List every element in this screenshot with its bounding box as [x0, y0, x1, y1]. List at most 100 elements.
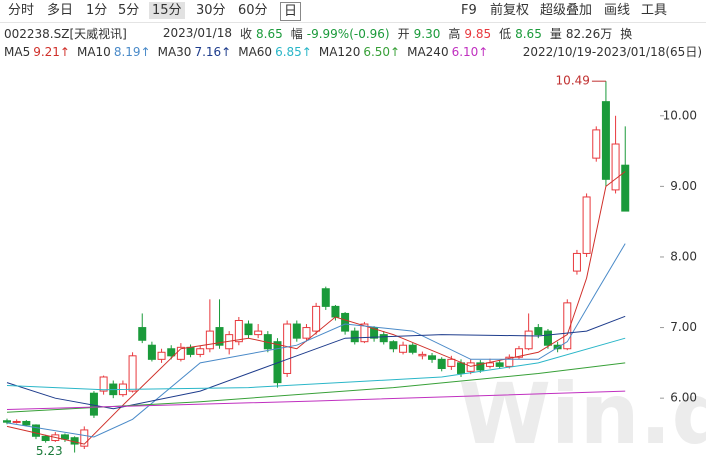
- candle-body: [312, 305, 321, 332]
- toolbar-tab[interactable]: 60分: [238, 3, 268, 18]
- quote-item: 开 9.30: [398, 25, 441, 42]
- candle-body: [186, 346, 195, 355]
- ma-line: [6, 362, 626, 413]
- candle-body: [621, 164, 630, 212]
- candle-body: [99, 376, 108, 392]
- legend-item: MA60 6.85↑: [238, 45, 312, 59]
- legend-value: 7.16↑: [194, 45, 232, 59]
- toolbar-button[interactable]: 超级叠加: [540, 3, 593, 18]
- candle-body: [12, 420, 21, 423]
- candle-body: [360, 323, 369, 343]
- toolbar-button[interactable]: 工具: [641, 3, 668, 18]
- candle-body: [273, 341, 282, 384]
- legend-item: MA240 6.10↑: [407, 45, 488, 59]
- candle-body: [244, 323, 253, 336]
- candle-body: [147, 344, 156, 360]
- candle-body: [205, 330, 214, 350]
- quote-value: 8.65: [256, 26, 283, 41]
- candle-body: [582, 196, 591, 254]
- toolbar-button[interactable]: F9: [461, 3, 477, 18]
- toolbar-tab[interactable]: 日: [280, 2, 302, 21]
- toolbar: 分时 多日 1分 5分 15分 30分 60分日 F9 前复权 超级叠加 画线 工具: [0, 0, 706, 23]
- quote-item: 幅 -9.99%(-0.96): [291, 25, 390, 42]
- candle-body: [283, 323, 292, 374]
- candle-body: [350, 330, 359, 343]
- quote-row: 002238.SZ[天威视讯] 2023/01/18 收 8.65 幅 -9.99%(-0…: [4, 24, 636, 42]
- candle-body: [418, 353, 427, 357]
- candle-body: [89, 392, 98, 416]
- legend-item: MA120 6.50↑: [319, 45, 400, 59]
- quote-item: 收 8.65: [240, 25, 283, 42]
- legend-name: MA5: [4, 45, 31, 59]
- toolbar-tab[interactable]: 多日: [47, 3, 74, 18]
- candle-body: [341, 312, 350, 332]
- quote-item: 量 82.26万: [550, 25, 612, 42]
- candle-body: [22, 420, 31, 426]
- candle-body: [157, 351, 166, 360]
- candle-body: [592, 129, 601, 159]
- legend-value: 9.21↑: [33, 45, 70, 59]
- quote-label: 量: [549, 26, 562, 41]
- candle-body: [611, 143, 620, 191]
- legend-name: MA30: [157, 45, 192, 59]
- quote-label: 收: [240, 26, 253, 41]
- candle-body: [572, 252, 581, 272]
- max-label: 10.49: [556, 74, 590, 88]
- legend-item: MA10 8.19↑: [77, 45, 151, 59]
- legend-name: MA60: [238, 45, 273, 59]
- toolbar-button[interactable]: 画线: [604, 3, 631, 18]
- candle-body: [389, 341, 398, 350]
- candle-body: [543, 330, 552, 346]
- quote-item: 换: [620, 25, 636, 42]
- min-label: 5.23: [36, 444, 63, 458]
- legend-name: MA10: [76, 45, 111, 59]
- candle-body: [428, 355, 437, 360]
- candle-body: [60, 434, 69, 440]
- candle-body: [128, 355, 137, 392]
- range-label: 2022/10/19-2023/01/18(65日): [522, 45, 702, 59]
- candle-body: [196, 348, 205, 355]
- candle-body: [167, 348, 176, 357]
- legend-item: MA5 9.21↑: [4, 45, 70, 59]
- candle-body: [553, 344, 562, 350]
- y-tick-label: 6.00: [670, 391, 697, 405]
- legend-name: MA120: [318, 45, 361, 59]
- candle-body: [302, 327, 311, 339]
- quote-item: 低 8.65: [499, 25, 542, 42]
- candle-body: [254, 330, 263, 336]
- candle-body: [524, 330, 533, 350]
- legend-value: 8.19↑: [113, 45, 151, 59]
- legend-value: 6.85↑: [275, 45, 312, 59]
- ma-line: [6, 390, 626, 410]
- toolbar-tab[interactable]: 分时: [8, 3, 35, 18]
- candle-body: [331, 305, 340, 318]
- ma-line: [6, 243, 626, 438]
- quote-item: 高 9.85: [448, 25, 491, 42]
- candle-body: [41, 435, 50, 442]
- toolbar-tab[interactable]: 15分: [149, 2, 185, 19]
- candle-body: [399, 344, 408, 353]
- candle-body: [408, 344, 417, 353]
- quote-label: 低: [499, 26, 512, 41]
- toolbar-tab[interactable]: 5分: [118, 3, 140, 18]
- toolbar-tab[interactable]: 30分: [196, 3, 226, 18]
- quote-value: 8.65: [515, 26, 542, 41]
- y-tick-label: 10.00: [663, 108, 697, 122]
- candle-body: [379, 334, 388, 343]
- candle-body: [3, 420, 11, 423]
- quote-label: 换: [620, 26, 633, 41]
- quote-label: 幅: [290, 26, 303, 41]
- quote-value: 9.30: [413, 26, 441, 41]
- candle-body: [534, 327, 543, 336]
- candle-body: [601, 101, 610, 180]
- y-tick-label: 8.00: [670, 249, 697, 263]
- toolbar-button[interactable]: 前复权: [490, 3, 530, 18]
- candle-body: [466, 362, 475, 372]
- candle-body: [215, 327, 224, 346]
- security: 002238.SZ[天威视讯]: [4, 26, 127, 41]
- toolbar-tab[interactable]: 1分: [86, 3, 108, 18]
- quote-value: 9.85: [464, 26, 492, 41]
- candle-body: [447, 358, 456, 367]
- candle-body: [476, 362, 485, 371]
